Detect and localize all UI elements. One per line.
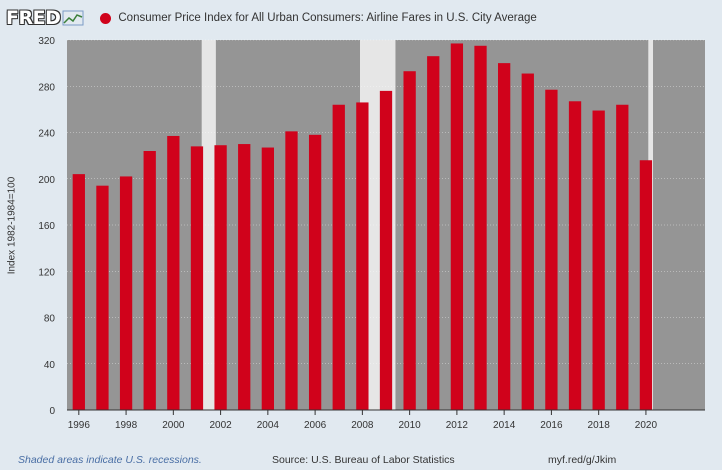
- bar: [474, 45, 487, 410]
- short-url[interactable]: myf.red/g/Jkim: [548, 454, 617, 466]
- y-tick-label: 120: [38, 267, 55, 278]
- bar: [498, 63, 511, 410]
- y-tick-label: 0: [49, 406, 55, 417]
- bar: [403, 71, 416, 410]
- x-tick-label: 1996: [68, 420, 91, 431]
- x-tick-label: 2008: [351, 420, 374, 431]
- bar: [521, 73, 534, 410]
- bar: [119, 176, 133, 410]
- y-tick-label: 240: [38, 129, 55, 140]
- x-tick-label: 2018: [588, 420, 611, 431]
- series-legend-marker: [100, 12, 112, 24]
- bar: [143, 151, 156, 410]
- bar: [72, 174, 85, 410]
- bar: [238, 144, 251, 410]
- x-tick-label: 2010: [399, 420, 422, 431]
- bar: [592, 110, 605, 410]
- x-tick-label: 2004: [257, 420, 280, 431]
- bar: [332, 104, 345, 410]
- fred-logo[interactable]: FRED: [6, 7, 61, 29]
- source-note: Source: U.S. Bureau of Labor Statistics: [272, 454, 455, 466]
- bar: [427, 56, 440, 410]
- bar: [167, 135, 180, 410]
- bar: [616, 104, 629, 410]
- bar: [308, 134, 322, 410]
- bar: [285, 131, 298, 410]
- y-tick-label: 200: [38, 175, 55, 186]
- chart-title: Consumer Price Index for All Urban Consu…: [118, 12, 537, 24]
- chart-header: FRED Consumer Price Index for All Urban …: [6, 4, 537, 32]
- recession-note: Shaded areas indicate U.S. recessions.: [18, 454, 202, 466]
- y-tick-label: 40: [44, 360, 56, 371]
- bar: [450, 43, 464, 410]
- bar: [356, 102, 369, 410]
- x-tick-label: 2020: [635, 420, 658, 431]
- bar: [261, 147, 274, 410]
- bar: [214, 145, 227, 410]
- line-graph-icon: [62, 10, 84, 26]
- x-tick-label: 2002: [209, 420, 232, 431]
- x-tick-label: 2006: [304, 420, 327, 431]
- bar: [96, 185, 109, 410]
- y-tick-label: 280: [38, 82, 55, 93]
- y-tick-label: 80: [44, 314, 56, 325]
- bar: [568, 101, 582, 410]
- y-tick-label: 320: [38, 36, 55, 47]
- bar: [379, 90, 393, 410]
- x-tick-label: 2016: [540, 420, 563, 431]
- y-tick-label: 160: [38, 221, 55, 232]
- x-tick-label: 2000: [162, 420, 185, 431]
- bar: [190, 146, 204, 410]
- bar: [545, 89, 558, 410]
- bar: [639, 160, 653, 410]
- x-tick-label: 1998: [115, 420, 138, 431]
- x-tick-label: 2014: [493, 420, 516, 431]
- x-tick-label: 2012: [446, 420, 469, 431]
